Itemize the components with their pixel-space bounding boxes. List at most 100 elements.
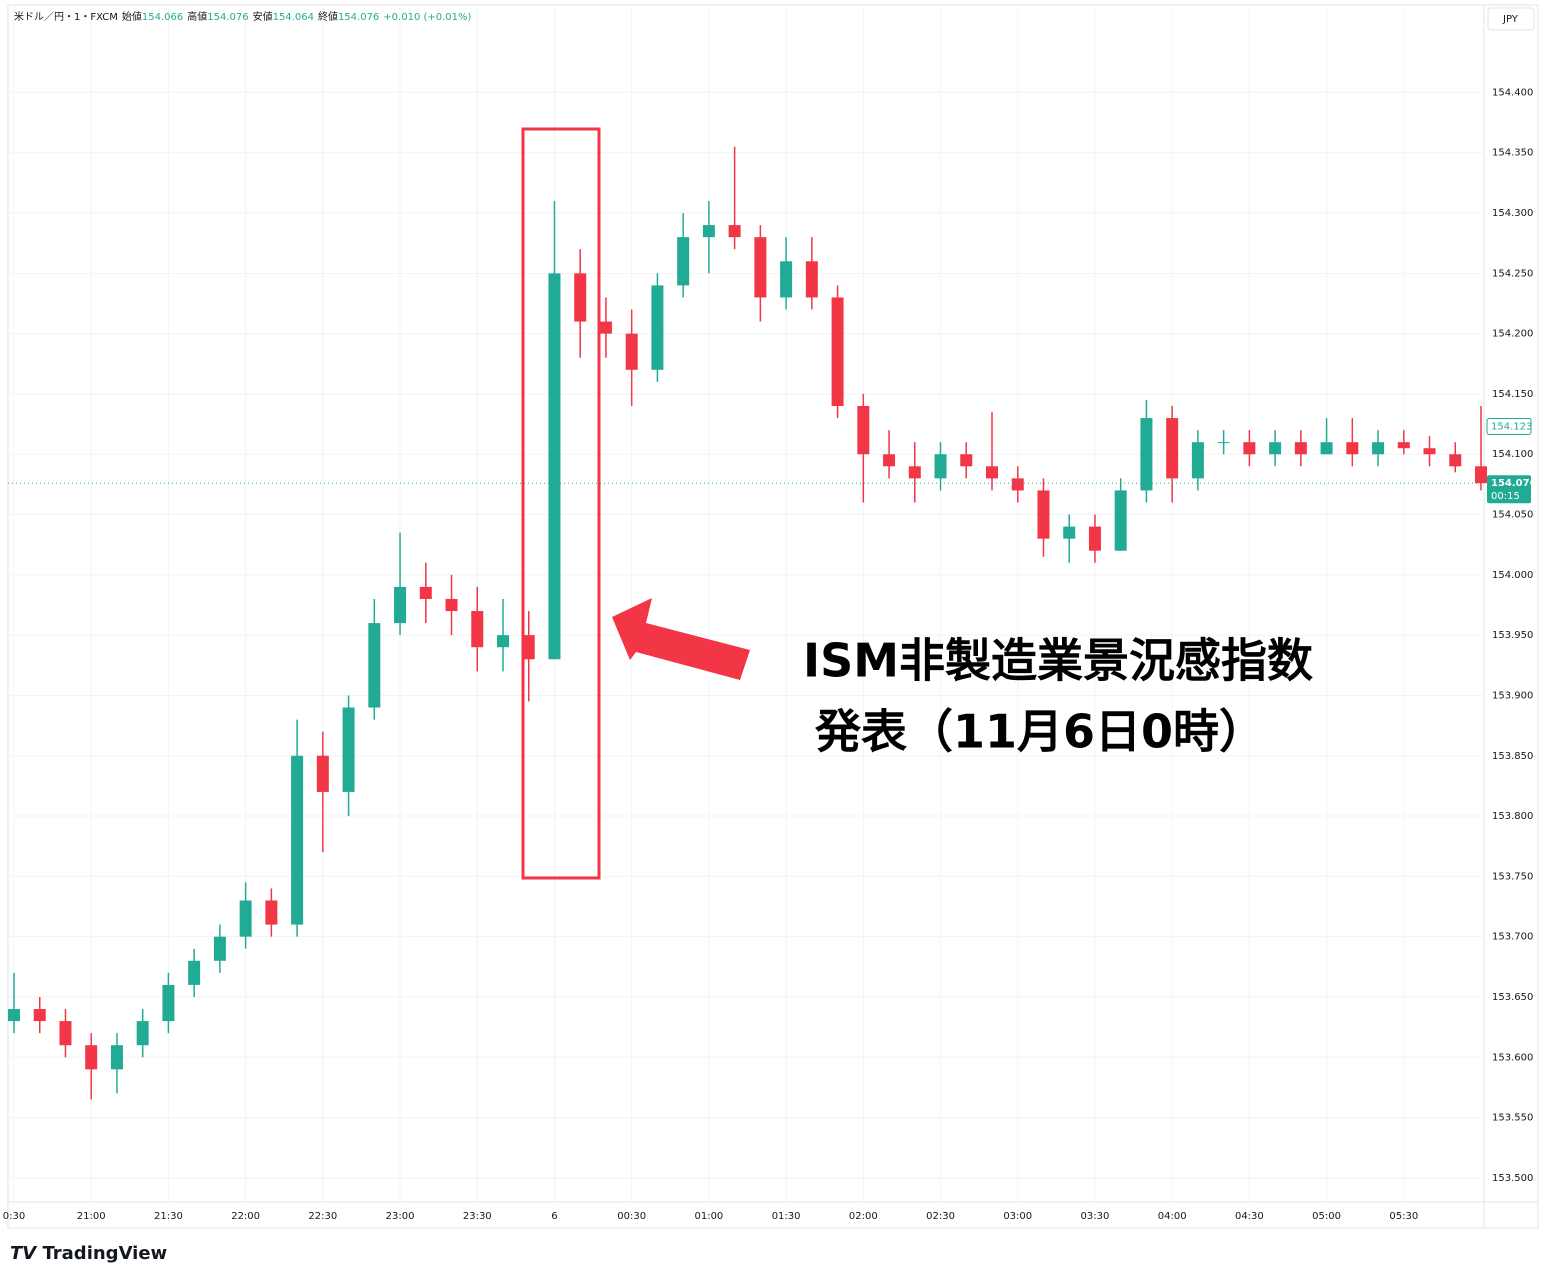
candle-body	[805, 261, 818, 298]
candle-body	[497, 635, 509, 648]
candle-body	[1269, 442, 1282, 455]
candle-body	[1011, 478, 1024, 491]
candle-body	[574, 273, 587, 322]
y-tick-label: 153.700	[1492, 932, 1533, 943]
candle-body	[419, 586, 432, 599]
y-tick-label: 154.200	[1492, 329, 1533, 340]
candle-body	[1088, 526, 1101, 551]
candle-body	[394, 586, 407, 624]
currency-button[interactable]	[1487, 7, 1535, 31]
candle-body	[136, 1021, 149, 1046]
candle-body	[754, 237, 767, 298]
candle-body	[934, 454, 947, 479]
y-tick-label: 154.100	[1492, 449, 1533, 460]
candle-body	[445, 598, 458, 612]
x-tick-label: 23:30	[463, 1211, 492, 1222]
candle-body	[986, 466, 998, 479]
x-tick-label: 05:30	[1389, 1211, 1418, 1222]
price-marker-label: 154.123	[1491, 422, 1532, 433]
candle-body	[1063, 526, 1076, 539]
candle-body	[188, 960, 201, 985]
y-tick-label: 153.650	[1492, 992, 1533, 1003]
x-tick-label: 05:00	[1312, 1211, 1341, 1222]
y-tick-label: 153.800	[1492, 811, 1533, 822]
candle-body	[1423, 448, 1436, 455]
candle-body	[1397, 442, 1410, 449]
annotation-text: ISM非製造業景況感指数	[803, 634, 1313, 688]
candle-body	[1372, 442, 1385, 455]
x-tick-label: 01:30	[772, 1211, 801, 1222]
y-tick-label: 154.300	[1492, 208, 1533, 219]
y-tick-label: 153.600	[1492, 1052, 1533, 1063]
candle-body	[213, 936, 226, 961]
candle-body	[1243, 442, 1256, 455]
x-tick-label: 21:00	[77, 1211, 106, 1222]
candle-body	[85, 1045, 98, 1070]
y-tick-label: 153.500	[1492, 1173, 1533, 1184]
x-tick-label: 04:00	[1158, 1211, 1187, 1222]
candle-body	[368, 623, 381, 708]
candle-body	[522, 635, 535, 660]
candle-body	[1191, 442, 1204, 479]
countdown-label: 00:15	[1491, 491, 1520, 502]
x-tick-label: 03:30	[1081, 1211, 1110, 1222]
x-tick-label: 02:00	[849, 1211, 878, 1222]
x-tick-label: 03:00	[1003, 1211, 1032, 1222]
candle-body	[728, 225, 741, 238]
y-tick-label: 154.350	[1492, 148, 1533, 159]
candle-body	[599, 321, 612, 334]
candle-body	[1346, 442, 1359, 455]
candle-body	[265, 900, 278, 925]
last-price-label: 154.076	[1491, 478, 1537, 489]
brand-logo: 𝙏𝙑 TradingView	[10, 1243, 167, 1264]
annotation-text: 発表（11月6日0時）	[815, 705, 1265, 759]
x-tick-label: 21:30	[154, 1211, 183, 1222]
y-tick-label: 154.150	[1492, 389, 1533, 400]
candle-body	[110, 1045, 123, 1070]
candle-body	[33, 1009, 46, 1022]
candle-body	[316, 755, 329, 792]
x-tick-label: 22:30	[308, 1211, 337, 1222]
candle-body	[1449, 454, 1462, 467]
candle-body	[702, 225, 715, 238]
last-price-box	[1487, 475, 1531, 504]
y-tick-label: 153.900	[1492, 690, 1533, 701]
candle-body	[780, 261, 793, 298]
y-tick-label: 153.750	[1492, 871, 1533, 882]
x-tick-label: 23:00	[386, 1211, 415, 1222]
currency-label: JPY	[1502, 14, 1519, 25]
candle-body	[857, 406, 870, 455]
x-tick-label: 0:30	[3, 1211, 25, 1222]
candle-body	[1320, 442, 1333, 455]
candle-body	[162, 984, 175, 1022]
candle-body	[960, 454, 973, 467]
candle-body	[1166, 418, 1179, 479]
candle-body	[8, 1009, 20, 1022]
candle-body	[239, 900, 252, 937]
y-tick-label: 154.400	[1492, 87, 1533, 98]
y-tick-label: 154.250	[1492, 268, 1533, 279]
y-tick-label: 153.850	[1492, 751, 1533, 762]
candle-body	[1037, 490, 1050, 539]
candle-body	[1475, 466, 1487, 484]
candle-body	[831, 297, 844, 406]
x-tick-label: 01:00	[694, 1211, 723, 1222]
x-tick-label: 6	[551, 1211, 557, 1222]
x-tick-label: 00:30	[617, 1211, 646, 1222]
candle-body	[342, 707, 355, 792]
y-tick-label: 153.550	[1492, 1113, 1533, 1124]
candle-body	[471, 611, 484, 648]
header-info: 米ドル／円・1・FXCM 始値154.066 高値154.076 安値154.064 終…	[14, 10, 472, 23]
y-tick-label: 154.050	[1492, 510, 1533, 521]
y-tick-label: 153.950	[1492, 630, 1533, 641]
candle-body	[883, 454, 896, 467]
candle-body	[1217, 442, 1230, 444]
candle-body	[625, 333, 638, 370]
x-tick-label: 02:30	[926, 1211, 955, 1222]
candle-body	[548, 273, 561, 660]
candle-body	[677, 237, 690, 286]
highlight-box	[521, 127, 601, 880]
candle-body	[59, 1021, 72, 1046]
